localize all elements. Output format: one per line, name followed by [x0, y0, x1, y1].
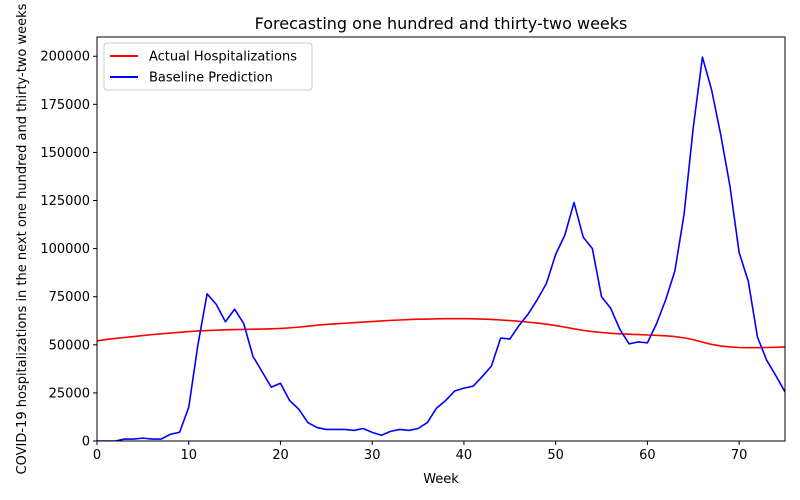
x-tick-label: 70	[731, 448, 748, 463]
y-tick-label: 175000	[40, 98, 90, 113]
y-axis-label: COVID-19 hospitalizations in the next on…	[15, 3, 30, 474]
y-tick-label: 50000	[49, 338, 90, 353]
y-axis-ticks: 0 25000 50000 75000 100000 125000 150000 175000…	[40, 50, 97, 450]
y-tick-label: 100000	[40, 242, 90, 257]
x-axis-ticks: 0 10 20 30 40 50 60 70	[93, 441, 748, 463]
series-line-actual	[97, 317, 785, 349]
plot-frame	[96, 36, 786, 442]
series-line-baseline	[97, 56, 785, 441]
y-tick-label: 200000	[40, 50, 90, 65]
y-tick-label: 0	[82, 435, 90, 450]
y-tick-label: 75000	[49, 290, 90, 305]
x-tick-label: 30	[364, 448, 381, 463]
y-tick-label: 125000	[40, 194, 90, 209]
x-tick-label: 10	[180, 448, 197, 463]
legend-box	[103, 42, 313, 91]
x-tick-label: 60	[639, 448, 656, 463]
y-tick-label: 25000	[49, 386, 90, 401]
chart-title: Forecasting one hundred and thirty-two w…	[255, 14, 628, 33]
x-axis-label: Week	[423, 472, 459, 487]
x-tick-label: 50	[547, 448, 564, 463]
legend-label-actual: Actual Hospitalizations	[149, 50, 297, 65]
legend: Actual Hospitalizations Baseline Predict…	[103, 42, 313, 91]
x-tick-label: 40	[456, 448, 473, 463]
series-group	[97, 56, 785, 441]
x-tick-label: 20	[272, 448, 289, 463]
legend-label-baseline: Baseline Prediction	[149, 71, 273, 86]
x-tick-label: 0	[93, 448, 101, 463]
y-tick-label: 150000	[40, 146, 90, 161]
